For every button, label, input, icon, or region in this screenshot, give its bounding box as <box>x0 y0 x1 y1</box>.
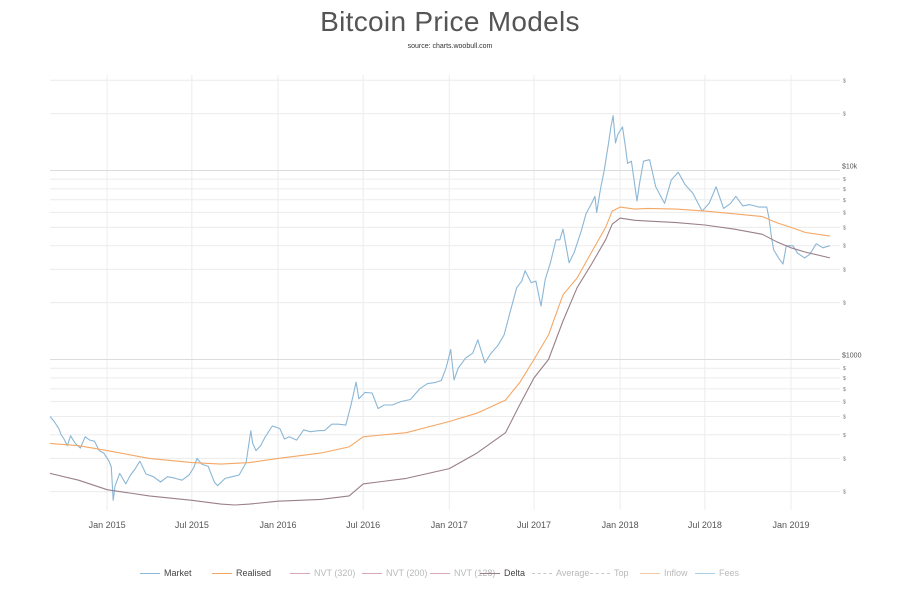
legend-label: Fees <box>719 568 740 578</box>
y-tick-label: $ <box>843 267 846 273</box>
legend-label: Inflow <box>664 568 688 578</box>
legend-label: Delta <box>504 568 526 578</box>
legend-label: NVT (320) <box>314 568 356 578</box>
series-line-market <box>49 115 831 501</box>
legend-swatch <box>430 572 450 574</box>
legend-item-average[interactable]: Average <box>532 568 589 578</box>
legend-label: Top <box>614 568 629 578</box>
y-tick-label: $ <box>843 244 846 250</box>
series-line-delta <box>49 217 831 506</box>
legend-item-market[interactable]: Market <box>140 568 192 578</box>
legend-item-top[interactable]: Top <box>590 568 629 578</box>
x-tick-label: Jan 2017 <box>431 520 468 530</box>
x-tick-label: Jul 2018 <box>688 520 722 530</box>
legend-swatch <box>640 572 660 574</box>
y-tick-label: $ <box>843 210 846 216</box>
y-tick-label: $ <box>843 225 846 231</box>
y-tick-label: $ <box>843 376 846 382</box>
legend-item-nvt-128[interactable]: NVT (128) <box>430 568 495 578</box>
legend-swatch <box>695 572 715 574</box>
x-tick-label: Jan 2015 <box>89 520 126 530</box>
legend-swatch <box>140 572 160 574</box>
x-tick-label: Jan 2018 <box>602 520 639 530</box>
legend-label: NVT (128) <box>454 568 496 578</box>
y-tick-label: $ <box>843 177 846 183</box>
legend-swatch <box>212 572 232 574</box>
x-tick-label: Jan 2019 <box>772 520 809 530</box>
x-tick-label: Jul 2015 <box>175 520 209 530</box>
y-tick-label: $ <box>843 78 846 84</box>
legend-swatch <box>290 572 310 574</box>
y-tick-label: $ <box>843 399 846 405</box>
legend-item-realised[interactable]: Realised <box>212 568 271 578</box>
y-tick-label: $ <box>843 187 846 193</box>
legend-label: Average <box>556 568 590 578</box>
y-tick-label-major: $10k <box>842 163 858 170</box>
legend-swatch <box>362 572 382 574</box>
legend-item-inflow[interactable]: Inflow <box>640 568 688 578</box>
x-tick-label: Jul 2016 <box>346 520 380 530</box>
y-tick-label: $ <box>843 387 846 393</box>
chart-legend: Market Realised NVT (320) NVT (200) NVT (128… <box>140 568 780 582</box>
series-line-realised <box>49 206 830 465</box>
legend-swatch <box>532 572 552 574</box>
y-tick-label: $ <box>843 198 846 204</box>
legend-item-delta[interactable]: Delta <box>480 568 525 578</box>
x-tick-label: Jan 2016 <box>259 520 296 530</box>
y-tick-label: $ <box>843 456 846 462</box>
y-tick-label: $ <box>843 112 846 118</box>
y-tick-label: $ <box>843 433 846 439</box>
legend-swatch <box>480 572 500 574</box>
legend-swatch <box>590 572 610 574</box>
legend-label: Realised <box>236 568 272 578</box>
legend-item-nvt-320[interactable]: NVT (320) <box>290 568 355 578</box>
y-tick-label: $ <box>843 301 846 307</box>
chart-title: Bitcoin Price Models <box>320 6 580 37</box>
legend-item-fees[interactable]: Fees <box>695 568 739 578</box>
legend-label: Market <box>164 568 192 578</box>
y-tick-label: $ <box>843 490 846 496</box>
y-tick-label: $ <box>843 366 846 372</box>
legend-label: NVT (200) <box>386 568 428 578</box>
legend-item-nvt-200[interactable]: NVT (200) <box>362 568 427 578</box>
y-tick-label: $ <box>843 414 846 420</box>
x-tick-label: Jul 2017 <box>517 520 551 530</box>
y-tick-label-major: $1000 <box>842 353 862 360</box>
chart-subtitle: source: charts.woobull.com <box>407 43 493 50</box>
